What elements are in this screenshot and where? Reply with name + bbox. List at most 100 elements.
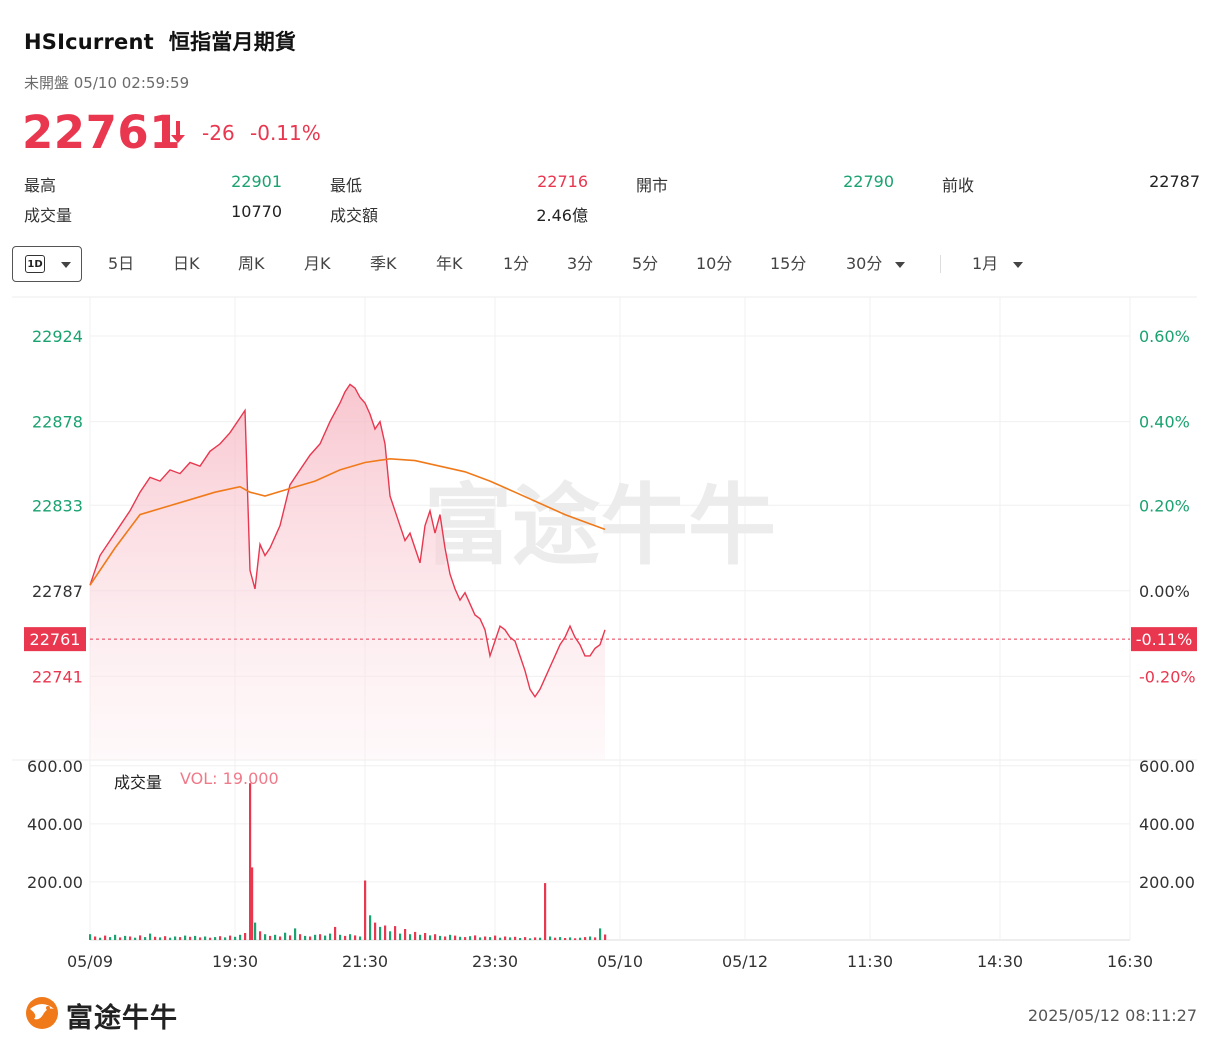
tab-5min[interactable]: 5分 bbox=[632, 254, 659, 273]
volume-bar bbox=[459, 936, 462, 940]
volume-bar bbox=[319, 934, 322, 940]
timestamp: 2025/05/12 08:11:27 bbox=[1027, 1006, 1197, 1025]
tab-10min[interactable]: 10分 bbox=[696, 254, 733, 273]
volume-bar bbox=[209, 937, 212, 940]
volume-bar bbox=[519, 938, 522, 940]
volume-bar bbox=[259, 931, 262, 940]
volume-bar bbox=[279, 936, 282, 940]
volume-bar bbox=[164, 936, 167, 940]
price-area bbox=[90, 384, 605, 760]
volume-bar bbox=[349, 934, 352, 940]
volume-bar bbox=[254, 922, 257, 940]
volume-bar bbox=[449, 934, 452, 940]
volume-bar bbox=[549, 936, 552, 940]
volume-bar bbox=[409, 934, 412, 940]
last-pct-tag bbox=[1131, 627, 1197, 652]
volume-bar bbox=[174, 936, 177, 940]
volume-bar bbox=[329, 933, 332, 940]
volume-bar bbox=[439, 935, 442, 940]
volume-bar bbox=[584, 937, 587, 940]
range-select[interactable]: 1月 bbox=[972, 246, 1024, 282]
x-tick-label: 21:30 bbox=[342, 952, 388, 971]
tab-1d[interactable]: 1D bbox=[12, 246, 82, 282]
volume-bar bbox=[499, 937, 502, 940]
volume-bar bbox=[564, 938, 567, 940]
volume-bar bbox=[334, 926, 337, 940]
market-status: 未開盤 05/10 02:59:59 bbox=[24, 74, 190, 92]
tab-15min[interactable]: 15分 bbox=[770, 254, 807, 273]
volume-bar bbox=[424, 933, 427, 940]
tab-1min[interactable]: 1分 bbox=[503, 254, 530, 273]
y-tick-label: 22741 bbox=[32, 667, 83, 686]
down-arrow-icon bbox=[168, 119, 188, 149]
symbol-code: HSIcurrent bbox=[24, 30, 154, 54]
volume-bar bbox=[184, 935, 187, 940]
volume-bar bbox=[504, 936, 507, 940]
volume-bar bbox=[389, 931, 392, 940]
volume-bar bbox=[469, 936, 472, 940]
volume-bar bbox=[354, 935, 357, 940]
volume-bar bbox=[199, 937, 202, 940]
volume-bar bbox=[434, 934, 437, 940]
volume-bar bbox=[314, 934, 317, 940]
tab-quarter-k[interactable]: 季K bbox=[370, 254, 397, 273]
tab-year-k[interactable]: 年K bbox=[436, 254, 463, 273]
volume-bar bbox=[219, 936, 222, 940]
volume-bar bbox=[394, 926, 397, 940]
volume-bar bbox=[484, 936, 487, 940]
tab-month-k[interactable]: 月K bbox=[304, 254, 331, 273]
volume-bar bbox=[559, 937, 562, 940]
y-tick-label: 22878 bbox=[32, 413, 83, 432]
stat-label-volume: 成交量 bbox=[24, 206, 73, 225]
volume-bar bbox=[494, 935, 497, 940]
tab-day-k[interactable]: 日K bbox=[173, 254, 200, 273]
symbol-name: 恒指當月期貨 bbox=[168, 30, 297, 54]
volume-bar bbox=[214, 937, 217, 940]
volume-bar bbox=[119, 937, 122, 940]
volume-bar bbox=[149, 933, 152, 940]
volume-bar bbox=[284, 932, 287, 940]
x-tick-label: 19:30 bbox=[212, 952, 258, 971]
volume-bar bbox=[569, 937, 572, 940]
volume-bar bbox=[179, 937, 182, 940]
y-tick-pct-label: 0.40% bbox=[1139, 413, 1190, 432]
vol-y-tick-label: 600.00 bbox=[27, 757, 83, 776]
volume-bar bbox=[479, 937, 482, 940]
volume-bar bbox=[274, 934, 277, 940]
stat-label-low: 最低 bbox=[330, 176, 363, 195]
volume-bar bbox=[234, 936, 237, 940]
last-pct-tag-text: -0.11% bbox=[1136, 630, 1193, 649]
watermark-text: 富途牛牛 bbox=[424, 474, 776, 577]
vol-y-tick-label: 400.00 bbox=[27, 815, 83, 834]
tab-divider bbox=[940, 255, 941, 273]
volume-bar bbox=[364, 880, 367, 940]
last-price-tag-text: 22761 bbox=[30, 630, 81, 649]
y-tick-pct-label: 0.00% bbox=[1139, 582, 1190, 601]
price-change: -26 bbox=[202, 121, 235, 145]
volume-bar bbox=[109, 937, 112, 940]
futu-logo-icon bbox=[24, 995, 62, 1035]
volume-bar bbox=[454, 935, 457, 940]
volume-bar bbox=[539, 937, 542, 940]
volume-bar bbox=[239, 934, 242, 940]
stat-value-high: 22901 bbox=[231, 172, 282, 191]
volume-bar bbox=[99, 937, 102, 940]
tab-3min[interactable]: 3分 bbox=[567, 254, 594, 273]
tab-week-k[interactable]: 周K bbox=[238, 254, 265, 273]
tab-30min[interactable]: 30分 bbox=[846, 246, 906, 282]
stat-label-prev-close: 前收 bbox=[942, 176, 975, 195]
volume-bar bbox=[359, 936, 362, 940]
volume-bar bbox=[104, 935, 107, 940]
volume-bar bbox=[159, 937, 162, 940]
tab-5day[interactable]: 5日 bbox=[108, 254, 135, 273]
volume-bar bbox=[384, 925, 387, 940]
average-price-line bbox=[89, 457, 606, 586]
vol-y-tick-label: 200.00 bbox=[27, 873, 83, 892]
stat-label-high: 最高 bbox=[24, 176, 57, 195]
volume-bar bbox=[269, 935, 272, 940]
x-tick-label: 05/10 bbox=[597, 952, 643, 971]
volume-bar bbox=[134, 937, 137, 940]
volume-bar bbox=[574, 938, 577, 940]
volume-bar bbox=[554, 937, 557, 940]
